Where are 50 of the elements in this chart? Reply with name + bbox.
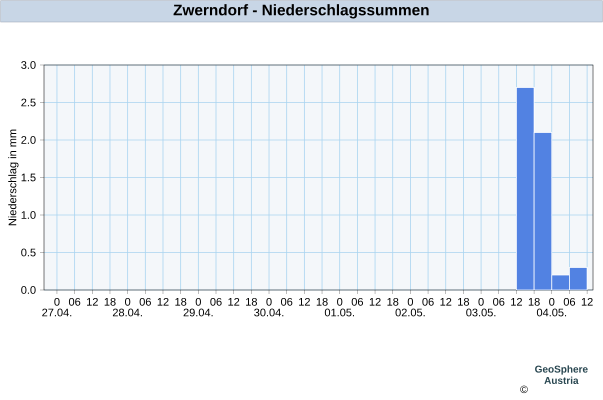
x2-tick-label: 28.04. (112, 308, 142, 316)
x-tick-label: 06 (493, 298, 504, 306)
x-tick-label: 0 (125, 298, 130, 306)
chart-title: Zwerndorf - Niederschlagssummen (174, 4, 429, 18)
y-tick-label: 0.0 (21, 286, 36, 294)
y-tick-label: 2.0 (21, 136, 36, 144)
x-tick-label: 18 (458, 298, 470, 306)
x-tick-label: 06 (210, 298, 222, 306)
y-tick-label: 1.5 (22, 174, 36, 182)
x-tick-label: 06 (352, 298, 364, 306)
x-tick-label: 06 (140, 298, 151, 306)
x-tick-label: 12 (87, 298, 98, 306)
x2-tick-label: 02.05. (396, 308, 425, 316)
x2-tick-label: 29.04. (184, 308, 213, 316)
x2-tick-label: 01.05. (324, 308, 354, 316)
y-tick-label: 0.5 (21, 248, 36, 256)
x-tick-label: 0 (196, 298, 201, 306)
x-tick-label: 0 (266, 298, 272, 306)
x2-tick-label: 04.05. (536, 308, 566, 316)
x-tick-label: 12 (440, 298, 452, 306)
text: © (520, 386, 528, 394)
x-tick-label: 0 (408, 298, 414, 306)
x-tick-label: 12 (158, 298, 169, 306)
x2-tick-label: 03.05. (466, 308, 496, 316)
x-tick-label: 18 (104, 298, 116, 306)
x-tick-label: 06 (68, 298, 80, 306)
x-tick-label: 18 (175, 298, 186, 306)
x-tick-label: 12 (370, 298, 381, 306)
x-tick-label: 12 (299, 298, 310, 306)
y-tick-label: 1.0 (22, 211, 36, 219)
x-tick-label: 12 (511, 298, 522, 306)
x-tick-label: 0 (337, 298, 342, 306)
x-tick-label: 06 (422, 298, 434, 306)
x-tick-label: 0 (54, 298, 60, 306)
x-tick-label: 18 (387, 298, 398, 306)
x-tick-label: 06 (281, 298, 292, 306)
y-tick-label: 2.5 (21, 98, 36, 106)
x-tick-label: 18 (316, 298, 328, 306)
x-tick-label: 18 (246, 298, 257, 306)
x-tick-label: 12 (582, 298, 593, 306)
x-tick-label: 12 (228, 298, 240, 306)
x-tick-label: 18 (528, 298, 540, 306)
text: GeoSphere Austria (535, 365, 588, 384)
y-tick-label: 3.0 (21, 61, 36, 69)
y-axis-title: Niederschlag in mm (8, 130, 19, 226)
x2-tick-label: 30.04. (254, 308, 284, 316)
x-tick-label: 0 (549, 298, 554, 306)
x-tick-label: 06 (564, 298, 576, 306)
x-tick-label: 0 (478, 298, 484, 306)
x2-tick-label: 27.04. (42, 308, 72, 316)
